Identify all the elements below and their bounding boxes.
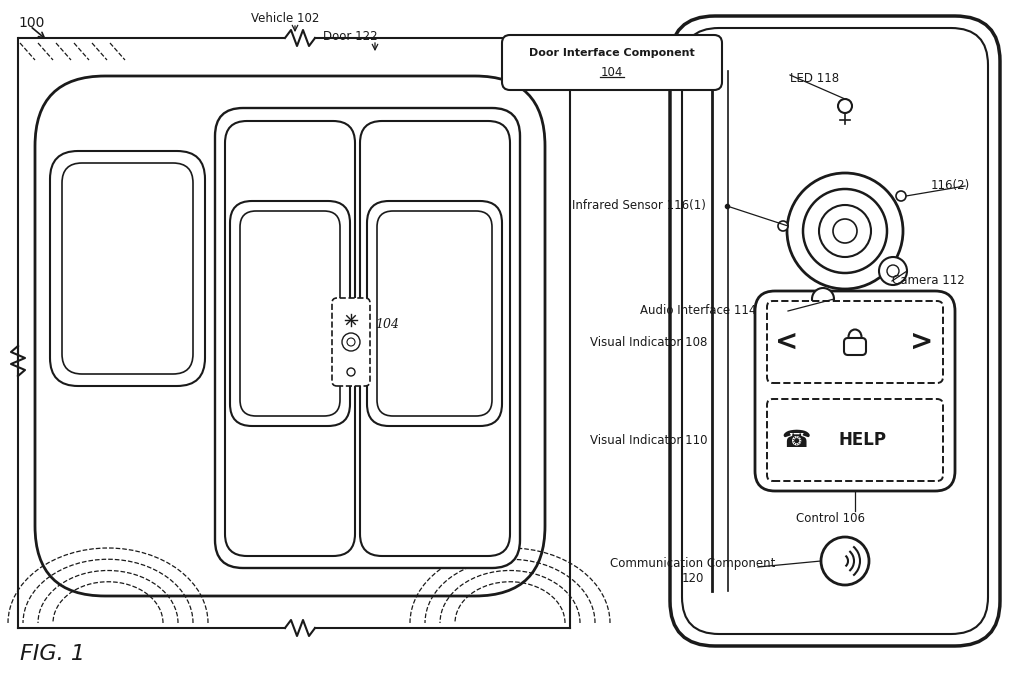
FancyBboxPatch shape (360, 121, 510, 556)
FancyBboxPatch shape (767, 399, 943, 481)
FancyBboxPatch shape (225, 121, 355, 556)
Text: Communication Component
120: Communication Component 120 (610, 557, 775, 585)
Text: Infrared Sensor 116(1): Infrared Sensor 116(1) (572, 199, 706, 212)
Circle shape (347, 368, 355, 376)
Text: Audio Interface 114: Audio Interface 114 (640, 304, 757, 318)
Text: FIG. 1: FIG. 1 (20, 644, 85, 664)
Text: >: > (909, 328, 933, 356)
FancyBboxPatch shape (332, 298, 370, 386)
Text: Visual Indicator 108: Visual Indicator 108 (590, 335, 708, 349)
FancyBboxPatch shape (35, 76, 545, 596)
Text: ☎: ☎ (781, 428, 810, 452)
FancyBboxPatch shape (670, 16, 1000, 646)
FancyBboxPatch shape (502, 35, 722, 90)
Circle shape (838, 99, 852, 113)
Text: <: < (775, 328, 799, 356)
FancyBboxPatch shape (230, 201, 350, 426)
FancyBboxPatch shape (682, 28, 988, 634)
FancyBboxPatch shape (767, 301, 943, 383)
Circle shape (879, 257, 907, 285)
FancyBboxPatch shape (240, 211, 340, 416)
Circle shape (347, 338, 355, 346)
Text: LED 118: LED 118 (790, 72, 839, 84)
Text: HELP: HELP (839, 431, 887, 449)
Circle shape (812, 288, 834, 310)
Text: 116(2): 116(2) (931, 180, 970, 193)
Text: 100: 100 (18, 16, 44, 30)
Circle shape (787, 173, 903, 289)
Circle shape (803, 189, 887, 273)
Text: Visual Indicator 110: Visual Indicator 110 (590, 433, 708, 447)
Text: Vehicle 102: Vehicle 102 (251, 11, 319, 24)
FancyBboxPatch shape (367, 201, 502, 426)
Circle shape (342, 333, 360, 351)
Text: 104: 104 (375, 318, 399, 331)
FancyBboxPatch shape (215, 108, 520, 568)
Circle shape (833, 219, 857, 243)
Text: Door Interface Component: Door Interface Component (529, 47, 695, 57)
Circle shape (821, 537, 869, 585)
FancyBboxPatch shape (844, 338, 866, 355)
Text: 104: 104 (601, 66, 624, 79)
Text: Door 122: Door 122 (323, 30, 377, 43)
Circle shape (887, 265, 899, 277)
FancyBboxPatch shape (755, 291, 955, 491)
Circle shape (896, 191, 906, 201)
Circle shape (819, 205, 871, 257)
FancyBboxPatch shape (50, 151, 205, 386)
Text: Control 106: Control 106 (796, 512, 864, 525)
Circle shape (778, 221, 788, 231)
FancyBboxPatch shape (62, 163, 193, 374)
FancyBboxPatch shape (377, 211, 492, 416)
Text: Camera 112: Camera 112 (892, 274, 965, 287)
